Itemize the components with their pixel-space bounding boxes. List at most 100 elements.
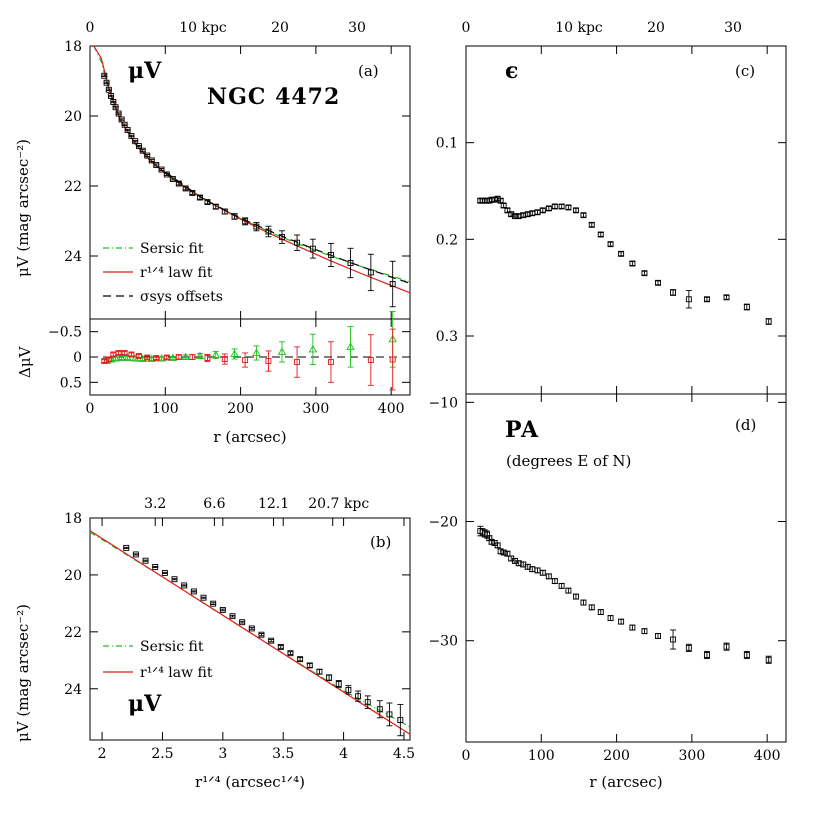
panel-b-data-point — [335, 680, 342, 687]
residual-axes: 0 100 200 300 400−0.500.5 — [48, 319, 410, 417]
panel-c-data-point — [765, 318, 772, 325]
residual-sersic-point — [168, 353, 178, 361]
panel-a-data-point — [189, 190, 196, 196]
panel-b-top-tick-label: 6.6 — [203, 496, 225, 512]
panel-b-top-tick-label: 12.1 — [258, 496, 289, 512]
panel-b-data-point — [210, 600, 217, 607]
panel-c-label: (c) — [735, 62, 755, 80]
panel-d-data-point — [629, 624, 636, 631]
panel-d-data-point — [597, 609, 604, 616]
residual-sersic-point — [277, 347, 287, 355]
panel-c-data-point — [588, 221, 595, 228]
panel-c-data-point — [488, 196, 495, 203]
panel-b-data-point — [316, 668, 323, 675]
panel-d-xtick-label: 400 — [754, 748, 781, 764]
panel-a-ylabel: μV (mag arcsec⁻²) — [14, 139, 32, 277]
panel-b-data-point — [190, 588, 197, 595]
panel-d-xtick-label: 100 — [528, 748, 555, 764]
panel-b-data-point — [277, 643, 284, 650]
legend-b-r14: r¹ᐟ⁴ law fit — [140, 665, 213, 681]
panel-b-data-point — [355, 693, 362, 700]
legend-r14: r¹ᐟ⁴ law fit — [140, 265, 213, 281]
panel-a-data-point — [279, 234, 285, 241]
panel-a-top-tick-20: 20 — [271, 20, 289, 36]
panel-c-data-point — [580, 212, 587, 219]
panel-b-ytick-label: 18 — [64, 511, 82, 527]
panel-c-data-point — [491, 196, 498, 203]
panel-b-quantity-label: μV — [128, 691, 162, 717]
panel-c-data-point — [511, 213, 518, 220]
panel-b-xtick-label: 2.5 — [151, 746, 173, 762]
panel-d-data-point — [670, 636, 677, 643]
residual-xlabel: r (arcsec) — [213, 428, 286, 446]
panel-b-frame — [89, 517, 411, 741]
panel-a-data-point — [221, 208, 228, 215]
panel-c-ytick-label: 0.2 — [436, 232, 458, 248]
panel-a-data-point — [389, 281, 396, 287]
panel-d-data-point — [588, 604, 595, 611]
panel-b-data-point — [287, 650, 294, 657]
panel-a-legend: Sersic fit r¹ᐟ⁴ law fit σsys offsets — [103, 241, 223, 305]
residual-xtick-label: 100 — [152, 401, 179, 417]
panel-d-data-point — [551, 578, 558, 585]
panel-b-xtick-label: 3 — [218, 746, 227, 762]
panel-a-data-point — [231, 213, 238, 220]
panel-a-ytick-label: 24 — [64, 249, 82, 265]
panel-b-data-point — [258, 631, 265, 638]
panel-a-title: NGC 4472 — [207, 84, 340, 110]
residual-sersic-point — [117, 353, 126, 361]
panel-b-data-point — [239, 619, 246, 626]
panel-d-ytick-label: −20 — [428, 515, 458, 531]
panel-c-data-point — [500, 202, 507, 209]
residual-r14-point — [367, 357, 374, 363]
panel-a-data-point — [158, 166, 165, 173]
panel-b-data-point — [171, 576, 178, 583]
panel-c-quantity-label: ϵ — [505, 58, 518, 84]
residual-r14-point — [144, 354, 151, 361]
panel-a-label: (a) — [358, 62, 379, 80]
panel-b-ytick-label: 22 — [64, 625, 82, 641]
panel-a-axes: 18 20 22 24 — [64, 39, 410, 319]
panel-a-data-point — [367, 269, 374, 276]
panel-a-top-tick-30: 30 — [348, 20, 366, 36]
residual-ylabel: ΔμV — [16, 345, 34, 378]
panel-d-data-point — [685, 644, 692, 651]
panel-d-xtick-label: 0 — [462, 748, 471, 764]
panel-a-top-tick-10: 10 kpc — [179, 20, 227, 36]
residual-r14-point — [189, 354, 196, 360]
panel-a-data-point — [175, 180, 182, 187]
panel-d-data-point — [765, 656, 772, 663]
panel-b-xtick-label: 4 — [339, 746, 348, 762]
panel-a-ytick-label: 20 — [64, 109, 82, 125]
panel-a-data-point — [347, 260, 354, 266]
panel-a-data-point — [253, 223, 260, 230]
panel-d: PA (degrees E of N) (d) r (arcsec) — [465, 393, 787, 791]
panel-c-data-point — [545, 205, 552, 212]
residual-r14-point — [175, 354, 182, 360]
residual-r14-point — [242, 357, 249, 363]
panel-a-data-point — [118, 116, 125, 123]
residual-r14-point — [115, 349, 122, 356]
panel-a-data-point — [139, 147, 146, 154]
panel-a-data-point — [182, 185, 189, 192]
panel-c-data-point — [641, 270, 648, 277]
panel-c-top-tick-0: 0 — [462, 20, 471, 36]
residual-r14-point — [121, 349, 128, 356]
panel-b-data-point — [306, 662, 313, 669]
panel-a-data-point — [115, 110, 122, 117]
panel-b-ytick-label: 20 — [64, 568, 82, 584]
panel-a-data-point — [327, 251, 334, 258]
panel-b-data-point — [345, 686, 352, 693]
panel-d-data-point — [580, 599, 587, 606]
residual-r14-point — [135, 353, 142, 359]
residual-sersic-point — [252, 348, 261, 356]
panel-b-data-point — [326, 674, 333, 681]
residual-r14-point — [294, 359, 301, 366]
panel-a-data-point — [309, 245, 316, 252]
panel-b-data-point — [386, 711, 393, 718]
panel-a-data-point — [204, 199, 211, 206]
residual-xtick-label: 200 — [227, 401, 254, 417]
residual-sersic-point — [181, 352, 190, 360]
residual-sersic-point — [308, 345, 318, 353]
panel-c-data-point — [597, 231, 604, 238]
